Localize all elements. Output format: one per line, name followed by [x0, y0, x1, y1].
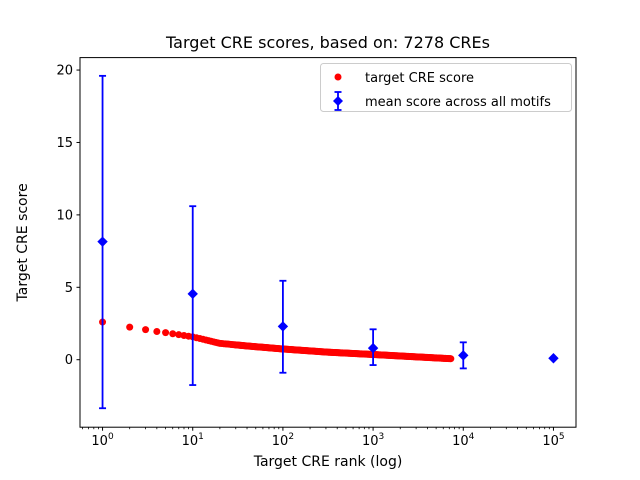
plot-frame — [79, 57, 577, 428]
blue-diamond-point — [458, 350, 469, 361]
x-tick-label: 103 — [362, 432, 384, 449]
x-tick-label: 105 — [542, 432, 564, 449]
y-tick-label: 15 — [56, 136, 73, 151]
y-axis-label: Target CRE score — [15, 183, 31, 302]
legend-label-target-cre-score: target CRE score — [365, 71, 474, 86]
y-tick-label: 0 — [65, 353, 73, 368]
x-tick-label: 102 — [272, 432, 294, 449]
blue-diamond-point — [277, 321, 289, 332]
legend-label-mean-score: mean score across all motifs — [365, 95, 551, 110]
red-data-point — [175, 331, 183, 339]
y-tick-label: 5 — [65, 281, 73, 296]
y-tick-label: 20 — [56, 64, 73, 79]
red-data-point — [169, 330, 177, 338]
blue-diamond-point — [97, 236, 108, 247]
x-tick-label: 104 — [452, 432, 475, 449]
x-axis: 100 101 102 103 104 105 — [82, 427, 565, 449]
red-data-point — [162, 329, 170, 337]
chart-title: Target CRE scores, based on: 7278 CREs — [165, 33, 490, 52]
series-target-cre-score — [99, 318, 455, 363]
y-tick-label: 10 — [56, 208, 73, 223]
red-data-point — [126, 323, 134, 331]
legend-box — [320, 63, 572, 112]
blue-diamond-point — [367, 342, 379, 354]
x-axis-label: Target CRE rank (log) — [253, 454, 403, 470]
red-data-point — [142, 326, 150, 334]
x-tick-label: 101 — [182, 432, 204, 449]
series-mean-score — [97, 74, 559, 410]
blue-diamond-point — [187, 288, 198, 300]
blue-diamond-point — [548, 353, 559, 364]
legend: target CRE score mean score across all mo… — [320, 63, 572, 112]
legend-marker-diamond — [333, 96, 343, 106]
red-data-point — [153, 327, 161, 335]
legend-marker-circle — [334, 73, 342, 81]
red-data-point — [447, 355, 455, 363]
x-tick-label: 100 — [91, 432, 114, 449]
y-axis: 0 5 10 15 20 — [56, 64, 80, 368]
